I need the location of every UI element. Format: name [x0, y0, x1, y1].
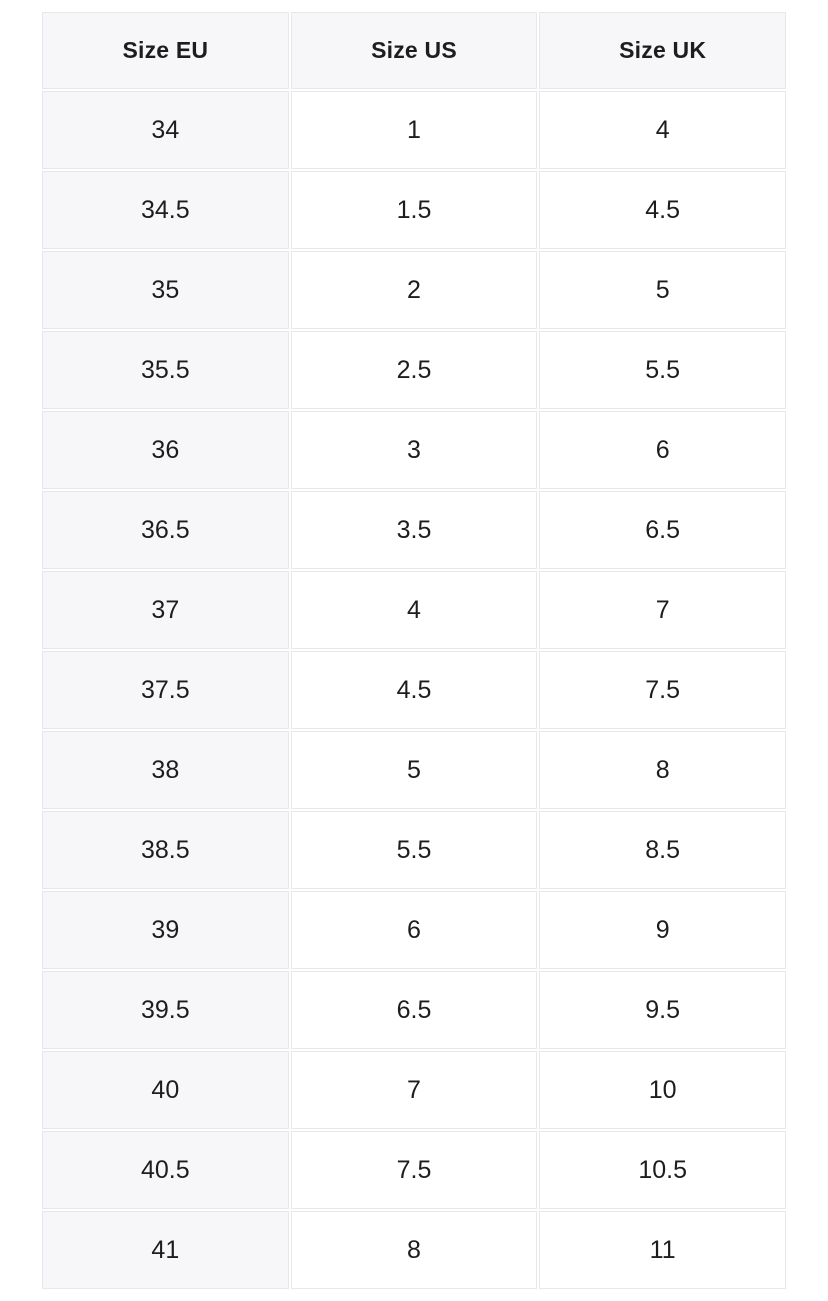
cell-size-us: 4 [290, 571, 538, 649]
header-row: Size EU Size US Size UK [42, 12, 786, 89]
table-row: 41 8 11 [42, 1211, 786, 1289]
cell-size-uk: 8.5 [539, 811, 786, 889]
cell-size-uk: 7.5 [539, 651, 786, 729]
cell-size-eu: 41 [42, 1211, 289, 1289]
table-row: 38.5 5.5 8.5 [42, 811, 786, 889]
cell-size-eu: 37.5 [42, 651, 289, 729]
cell-size-uk: 9.5 [539, 971, 786, 1049]
cell-size-eu: 38.5 [42, 811, 289, 889]
table-row: 36 3 6 [42, 411, 786, 489]
cell-size-uk: 4.5 [539, 171, 786, 249]
table-row: 34.5 1.5 4.5 [42, 171, 786, 249]
table-row: 35.5 2.5 5.5 [42, 331, 786, 409]
cell-size-eu: 40.5 [42, 1131, 289, 1209]
cell-size-uk: 7 [539, 571, 786, 649]
table-row: 36.5 3.5 6.5 [42, 491, 786, 569]
cell-size-us: 8 [290, 1211, 538, 1289]
cell-size-eu: 34 [42, 91, 289, 169]
table-row: 38 5 8 [42, 731, 786, 809]
cell-size-uk: 5 [539, 251, 786, 329]
column-header-size-us: Size US [290, 12, 538, 89]
cell-size-eu: 35 [42, 251, 289, 329]
cell-size-eu: 34.5 [42, 171, 289, 249]
cell-size-us: 5.5 [290, 811, 538, 889]
table-row: 37.5 4.5 7.5 [42, 651, 786, 729]
cell-size-us: 5 [290, 731, 538, 809]
table-row: 39.5 6.5 9.5 [42, 971, 786, 1049]
table-header: Size EU Size US Size UK [42, 12, 786, 89]
cell-size-uk: 10.5 [539, 1131, 786, 1209]
cell-size-eu: 38 [42, 731, 289, 809]
column-header-size-uk: Size UK [539, 12, 786, 89]
table-body: 34 1 4 34.5 1.5 4.5 35 2 5 35.5 2.5 5.5 36 3 6 36.5 3.5 6… [42, 91, 786, 1289]
cell-size-eu: 40 [42, 1051, 289, 1129]
table-row: 37 4 7 [42, 571, 786, 649]
table-row: 34 1 4 [42, 91, 786, 169]
cell-size-us: 3.5 [290, 491, 538, 569]
table-row: 35 2 5 [42, 251, 786, 329]
cell-size-uk: 4 [539, 91, 786, 169]
cell-size-us: 1.5 [290, 171, 538, 249]
cell-size-us: 1 [290, 91, 538, 169]
cell-size-uk: 10 [539, 1051, 786, 1129]
cell-size-uk: 5.5 [539, 331, 786, 409]
cell-size-eu: 36 [42, 411, 289, 489]
cell-size-eu: 39 [42, 891, 289, 969]
cell-size-eu: 35.5 [42, 331, 289, 409]
cell-size-uk: 6.5 [539, 491, 786, 569]
cell-size-us: 3 [290, 411, 538, 489]
cell-size-us: 4.5 [290, 651, 538, 729]
cell-size-us: 7.5 [290, 1131, 538, 1209]
cell-size-uk: 11 [539, 1211, 786, 1289]
table-row: 39 6 9 [42, 891, 786, 969]
cell-size-uk: 9 [539, 891, 786, 969]
table-row: 40.5 7.5 10.5 [42, 1131, 786, 1209]
cell-size-us: 6.5 [290, 971, 538, 1049]
column-header-size-eu: Size EU [42, 12, 289, 89]
cell-size-uk: 8 [539, 731, 786, 809]
cell-size-eu: 37 [42, 571, 289, 649]
table-row: 40 7 10 [42, 1051, 786, 1129]
size-conversion-table: Size EU Size US Size UK 34 1 4 34.5 1.5 4.5 35… [40, 10, 788, 1291]
cell-size-eu: 36.5 [42, 491, 289, 569]
cell-size-us: 6 [290, 891, 538, 969]
cell-size-us: 7 [290, 1051, 538, 1129]
cell-size-us: 2 [290, 251, 538, 329]
cell-size-eu: 39.5 [42, 971, 289, 1049]
cell-size-uk: 6 [539, 411, 786, 489]
cell-size-us: 2.5 [290, 331, 538, 409]
